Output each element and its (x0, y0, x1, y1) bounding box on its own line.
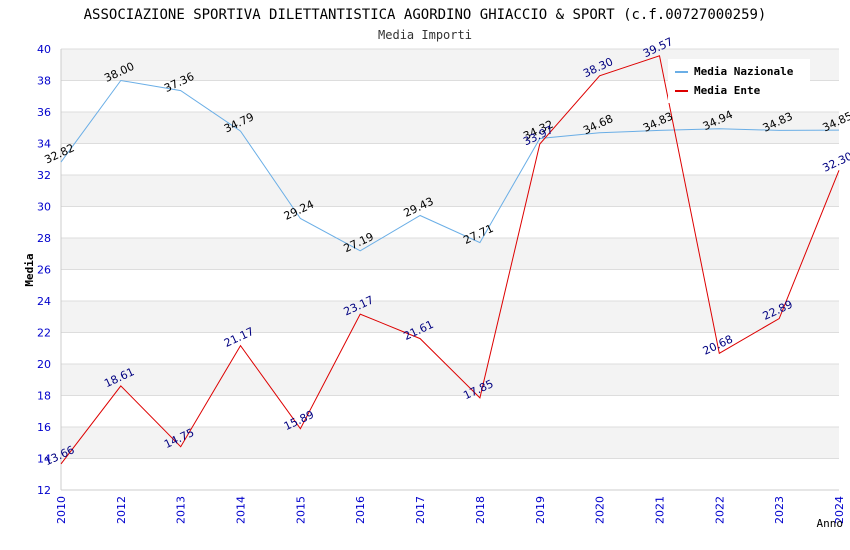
band-2 (61, 395, 839, 427)
band-3 (61, 364, 839, 396)
series-lines (60, 55, 840, 465)
y-tick-label: 12 (37, 484, 51, 497)
band-8 (61, 206, 839, 238)
x-tick-label: 2017 (414, 496, 427, 524)
y-tick-label: 30 (37, 201, 51, 214)
x-tick-label: 2014 (235, 496, 248, 524)
x-tick-label: 2022 (713, 496, 726, 524)
y-tick-label: 18 (37, 390, 51, 403)
y-tick-label: 22 (37, 327, 51, 340)
x-tick-label: 2019 (534, 496, 547, 524)
x-tick-labels: 2010 2012 2013 2014 2015 2016 2017 2018 2019 2020… (55, 496, 846, 524)
y-tick-label: 26 (37, 264, 51, 277)
series-line-0 (60, 79, 840, 252)
band-7 (61, 238, 839, 270)
band-4 (61, 332, 839, 364)
y-tick-label: 20 (37, 358, 51, 371)
y-axis-label: Media (23, 253, 36, 286)
x-tick-label: 2021 (653, 496, 666, 524)
y-tick-labels: 12 14 16 18 20 22 24 26 28 30 32 34 36 38 40 (37, 43, 51, 497)
legend: Media Nazionale Media Ente (668, 59, 810, 103)
chart-subtitle: Media Importi (378, 28, 472, 42)
y-tick-label: 40 (37, 43, 51, 56)
y-tick-label: 16 (37, 421, 51, 434)
x-tick-label: 2024 (833, 496, 846, 524)
band-1 (61, 427, 839, 459)
x-tick-label: 2013 (175, 496, 188, 524)
plot-bands (61, 49, 839, 490)
y-tick-label: 36 (37, 106, 51, 119)
band-0 (61, 458, 839, 490)
grid-lines (61, 48, 839, 491)
series-line-1 (60, 55, 840, 465)
band-9 (61, 175, 839, 207)
legend-label-nazionale: Media Nazionale (694, 65, 794, 78)
band-5 (61, 301, 839, 333)
band-11 (61, 112, 839, 144)
legend-box (668, 59, 810, 103)
x-tick-label: 2023 (773, 496, 786, 524)
y-tick-label: 14 (37, 453, 51, 466)
y-tick-label: 34 (37, 138, 51, 151)
x-tick-label: 2016 (354, 496, 367, 524)
chart-title: ASSOCIAZIONE SPORTIVA DILETTANTISTICA AG… (84, 7, 767, 23)
x-tick-label: 2015 (294, 496, 307, 524)
x-tick-label: 2020 (594, 496, 607, 524)
band-10 (61, 143, 839, 175)
x-axis-label: Anno (817, 517, 844, 530)
x-tick-label: 2012 (115, 496, 128, 524)
x-tick-label: 2018 (474, 496, 487, 524)
y-tick-label: 28 (37, 232, 51, 245)
y-tick-label: 24 (37, 295, 51, 308)
y-tick-label: 38 (37, 75, 51, 88)
x-tick-label: 2010 (55, 496, 68, 524)
y-tick-label: 32 (37, 169, 51, 182)
band-6 (61, 269, 839, 301)
legend-label-ente: Media Ente (694, 84, 761, 97)
